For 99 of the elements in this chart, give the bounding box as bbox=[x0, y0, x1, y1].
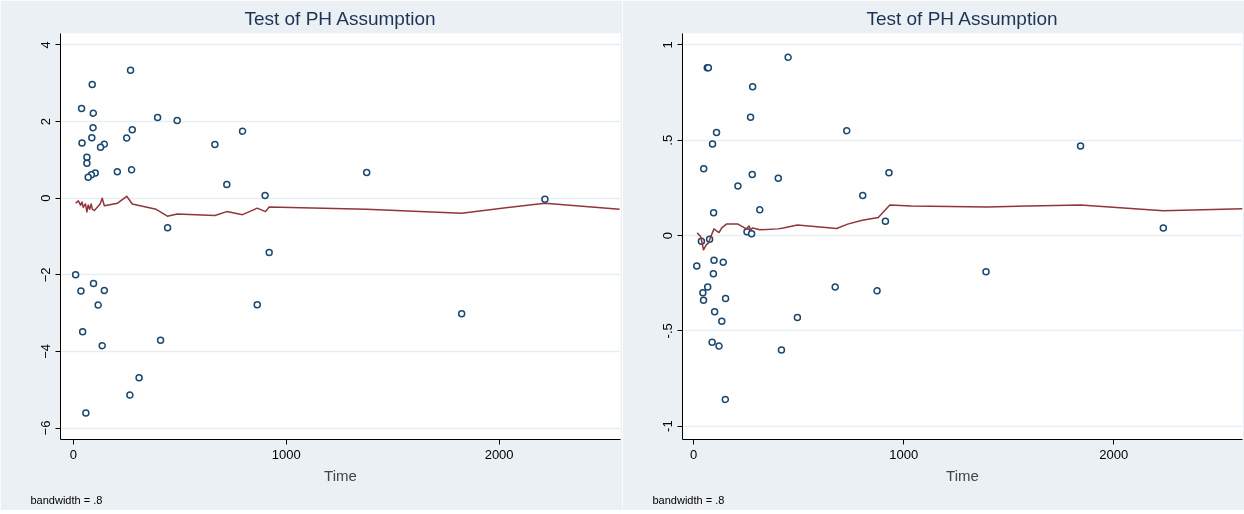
point bbox=[265, 248, 273, 257]
point bbox=[126, 66, 135, 75]
point bbox=[748, 170, 756, 179]
point bbox=[98, 341, 106, 350]
point bbox=[78, 328, 87, 336]
point bbox=[774, 174, 783, 183]
point bbox=[858, 191, 867, 200]
x-tick-label: 2000 bbox=[1099, 446, 1129, 462]
point bbox=[457, 310, 466, 318]
point bbox=[793, 313, 802, 322]
point bbox=[1159, 224, 1168, 232]
point bbox=[127, 166, 136, 174]
point bbox=[734, 182, 742, 190]
point bbox=[77, 287, 85, 295]
point bbox=[747, 229, 756, 238]
chart-title: Test of PH Assumption bbox=[244, 7, 436, 29]
point bbox=[710, 256, 718, 265]
point bbox=[712, 128, 721, 137]
point bbox=[746, 113, 755, 122]
point bbox=[153, 113, 162, 122]
y-tick-label: 0 bbox=[660, 231, 676, 240]
point bbox=[699, 296, 708, 305]
line-series bbox=[696, 204, 1243, 251]
point bbox=[100, 286, 109, 295]
x-tick-label: 0 bbox=[690, 446, 698, 462]
point bbox=[699, 165, 708, 173]
point bbox=[113, 168, 122, 176]
point bbox=[721, 395, 730, 404]
y-tick-label: 0 bbox=[38, 194, 54, 202]
x-axis-title: Time bbox=[946, 466, 979, 484]
point bbox=[784, 53, 792, 62]
point bbox=[83, 153, 91, 161]
point bbox=[709, 208, 718, 217]
x-tick-label: 0 bbox=[69, 446, 77, 462]
point bbox=[126, 391, 134, 399]
point bbox=[881, 217, 890, 225]
point bbox=[1076, 142, 1085, 150]
point bbox=[163, 223, 172, 232]
point bbox=[253, 300, 261, 309]
y-tick-label: −2 bbox=[38, 267, 54, 283]
point bbox=[88, 133, 96, 142]
point bbox=[82, 409, 90, 417]
point bbox=[708, 338, 716, 347]
point bbox=[135, 374, 143, 382]
y-tick-label: 4 bbox=[38, 41, 54, 49]
point bbox=[96, 143, 105, 151]
y-tick-label: -.5 bbox=[660, 323, 676, 339]
point bbox=[223, 180, 231, 189]
point bbox=[362, 168, 371, 177]
point bbox=[710, 308, 719, 316]
x-tick-label: 1000 bbox=[271, 446, 301, 462]
y-tick-label: −4 bbox=[38, 343, 54, 359]
point bbox=[748, 83, 757, 91]
point bbox=[831, 283, 839, 291]
point bbox=[693, 262, 701, 270]
point bbox=[89, 279, 98, 288]
chart-title: Test of PH Assumption bbox=[866, 7, 1058, 29]
y-tick-label: 1 bbox=[660, 41, 676, 49]
y-tick-label: −6 bbox=[38, 420, 54, 436]
point bbox=[708, 140, 717, 148]
point bbox=[541, 195, 549, 204]
point bbox=[89, 109, 98, 117]
x-axis-title: Time bbox=[324, 466, 357, 484]
point bbox=[78, 139, 86, 147]
point bbox=[982, 268, 990, 276]
x-tick-label: 1000 bbox=[889, 446, 919, 462]
point bbox=[71, 271, 80, 279]
point bbox=[703, 283, 712, 291]
point bbox=[173, 116, 181, 125]
point bbox=[211, 140, 219, 149]
y-tick-label: 2 bbox=[38, 117, 54, 126]
point bbox=[873, 287, 881, 295]
point bbox=[94, 301, 102, 309]
point bbox=[699, 288, 707, 297]
point bbox=[885, 168, 893, 177]
point bbox=[238, 127, 247, 135]
point bbox=[756, 206, 764, 214]
point bbox=[77, 104, 86, 113]
line-series bbox=[74, 195, 621, 217]
point bbox=[83, 159, 91, 168]
point bbox=[718, 317, 726, 326]
point bbox=[88, 80, 96, 89]
point bbox=[128, 125, 137, 134]
point bbox=[89, 123, 97, 132]
point bbox=[843, 126, 851, 135]
point bbox=[721, 294, 730, 303]
point bbox=[122, 134, 131, 142]
point bbox=[719, 258, 727, 266]
point bbox=[156, 336, 165, 345]
point bbox=[715, 342, 723, 350]
point bbox=[709, 269, 718, 278]
point bbox=[84, 173, 92, 181]
y-tick-label: .5 bbox=[660, 134, 676, 146]
y-tick-label: -1 bbox=[660, 420, 676, 432]
text: bandwidth = .8 bbox=[30, 493, 103, 506]
x-tick-label: 2000 bbox=[484, 446, 514, 462]
point bbox=[777, 346, 786, 354]
text: bandwidth = .8 bbox=[652, 493, 725, 506]
point bbox=[261, 191, 269, 200]
